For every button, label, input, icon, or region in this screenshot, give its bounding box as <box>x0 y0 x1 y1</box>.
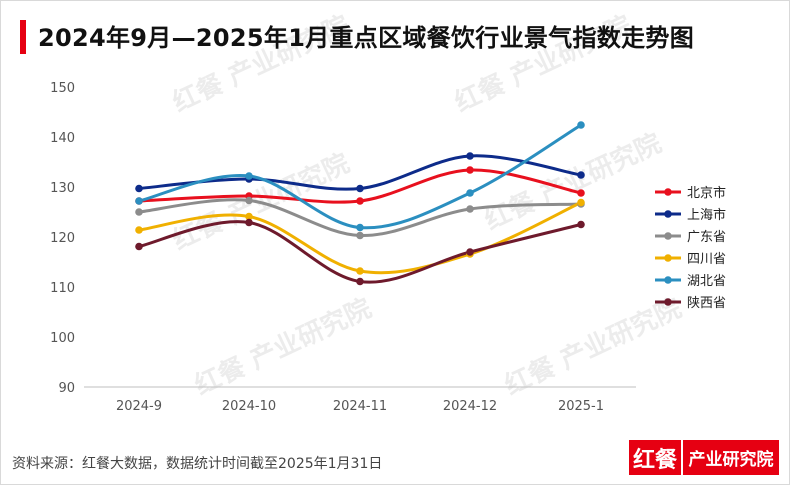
legend-item: 四川省 <box>655 252 726 267</box>
data-point <box>466 205 474 213</box>
watermark: 红餐 产业研究院 <box>190 293 376 402</box>
x-tick-label: 2024-12 <box>443 399 497 414</box>
data-point <box>577 121 585 129</box>
watermark-text: 红餐 产业研究院 <box>450 10 636 119</box>
data-point <box>577 189 585 197</box>
data-points <box>135 121 585 286</box>
title-accent-bar <box>20 20 26 54</box>
y-tick-label: 150 <box>50 81 75 96</box>
brand-badge: 红餐 产业研究院 <box>629 440 779 475</box>
y-tick-label: 130 <box>50 181 75 196</box>
legend-item: 上海市 <box>655 207 726 223</box>
data-point <box>356 184 364 193</box>
x-tick-label: 2024-9 <box>116 399 162 414</box>
series-line <box>137 154 583 191</box>
data-point <box>135 242 143 251</box>
legend-swatch-dot <box>664 254 672 262</box>
legend-item: 陕西省 <box>655 296 726 311</box>
chart-title: 2024年9月—2025年1月重点区域餐饮行业景气指数走势图 <box>38 24 694 52</box>
data-point <box>245 212 253 221</box>
y-tick-label: 110 <box>50 281 75 296</box>
data-point <box>466 166 474 174</box>
watermark-text: 红餐 产业研究院 <box>168 10 354 119</box>
data-point <box>466 152 474 160</box>
watermark-text: 红餐 产业研究院 <box>500 293 686 402</box>
brand-logo: 红餐 <box>629 440 681 475</box>
data-point <box>245 172 253 180</box>
data-point <box>135 184 143 193</box>
data-point <box>356 223 364 232</box>
data-point <box>577 220 585 229</box>
data-point <box>135 226 143 234</box>
legend-label: 陕西省 <box>687 296 726 311</box>
x-tick-label: 2025-1 <box>558 399 604 414</box>
data-point <box>245 218 253 227</box>
data-point <box>356 267 364 275</box>
y-tick-label: 140 <box>50 131 75 146</box>
data-point <box>466 248 474 256</box>
x-tick-label: 2024-10 <box>222 399 276 414</box>
brand-text: 产业研究院 <box>681 440 779 475</box>
x-tick-label: 2024-11 <box>333 399 387 414</box>
legend-item: 北京市 <box>655 185 726 201</box>
legend-item: 广东省 <box>655 230 726 245</box>
legend-swatch-dot <box>664 276 672 284</box>
data-point <box>245 196 253 205</box>
data-point <box>577 171 585 179</box>
watermark: 红餐 产业研究院 <box>450 10 636 119</box>
watermark: 红餐 产业研究院 <box>500 293 686 402</box>
y-tick-label: 100 <box>50 331 75 346</box>
legend-label: 北京市 <box>687 185 726 201</box>
axes: 90 100 110 120 130 140 150 2024-9 2024-10 2024-11… <box>50 81 636 414</box>
source-note: 资料来源：红餐大数据，数据统计时间截至2025年1月31日 <box>12 456 383 472</box>
data-point <box>135 208 143 216</box>
legend-item: 湖北省 <box>655 274 726 289</box>
data-point <box>577 198 585 207</box>
watermark-text: 红餐 产业研究院 <box>480 128 666 237</box>
legend-label: 四川省 <box>687 252 726 267</box>
data-point <box>356 231 364 240</box>
legend-swatch-dot <box>664 232 672 240</box>
data-point <box>356 277 364 286</box>
legend-label: 湖北省 <box>687 274 726 289</box>
watermark-text: 红餐 产业研究院 <box>190 293 376 402</box>
watermark: 红餐 产业研究院 <box>480 128 666 237</box>
y-tick-label: 90 <box>58 381 75 396</box>
y-tick-label: 120 <box>50 231 75 246</box>
legend-label: 上海市 <box>687 207 726 223</box>
legend-swatch-dot <box>664 298 672 306</box>
data-point <box>135 197 143 205</box>
legend-label: 广东省 <box>687 230 726 245</box>
watermark: 红餐 产业研究院 <box>168 10 354 119</box>
legend-swatch-dot <box>664 188 672 196</box>
legend-swatch-dot <box>664 210 672 218</box>
data-point <box>466 189 474 197</box>
data-point <box>356 197 364 205</box>
